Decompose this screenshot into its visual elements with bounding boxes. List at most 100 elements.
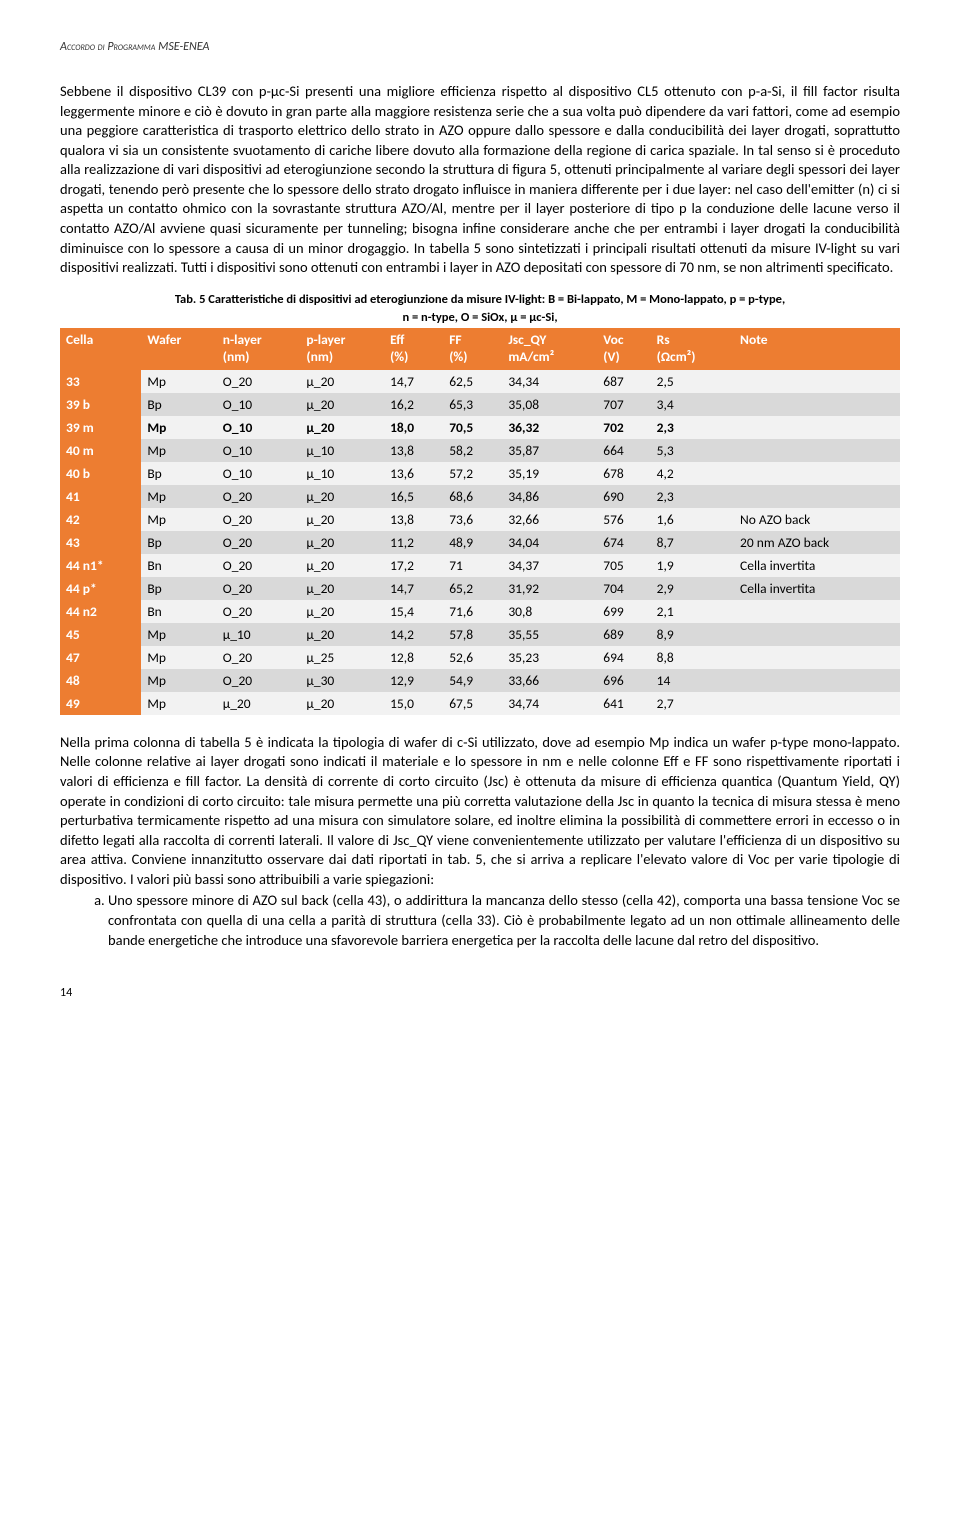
table-cell: 689 xyxy=(597,623,650,646)
table-cell: μ_20 xyxy=(300,577,384,600)
table-row: 44 p*BpO_20μ_2014,765,231,927042,9Cella … xyxy=(60,577,900,600)
table-column-header: Note xyxy=(734,328,900,370)
table-cell xyxy=(734,623,900,646)
table-cell: 1,6 xyxy=(651,508,734,531)
table-cell: 704 xyxy=(597,577,650,600)
table-cell: 65,3 xyxy=(443,393,502,416)
table-cell: 674 xyxy=(597,531,650,554)
table-cell xyxy=(734,692,900,715)
table-cell: Bp xyxy=(141,462,216,485)
table-cell: O_10 xyxy=(217,439,301,462)
table-cell: 690 xyxy=(597,485,650,508)
table-cell: Mp xyxy=(141,669,216,692)
page-header: Accordo di Programma MSE-ENEA xyxy=(60,40,900,54)
table-row: 47MpO_20μ_2512,852,635,236948,8 xyxy=(60,646,900,669)
list-item-a: Uno spessore minore di AZO sul back (cel… xyxy=(108,891,900,950)
table-cell: 34,37 xyxy=(502,554,597,577)
table-cell: 65,2 xyxy=(443,577,502,600)
table-cell: O_10 xyxy=(217,393,301,416)
table-column-header: FF(%) xyxy=(443,328,502,370)
table-cell: 44 n2 xyxy=(60,600,141,623)
table-cell: 4,2 xyxy=(651,462,734,485)
table-row: 40 bBpO_10μ_1013,657,235,196784,2 xyxy=(60,462,900,485)
table-row: 43BpO_20μ_2011,248,934,046748,720 nm AZO… xyxy=(60,531,900,554)
table-cell: 35,23 xyxy=(502,646,597,669)
table-cell xyxy=(734,669,900,692)
table-cell: 57,8 xyxy=(443,623,502,646)
table-cell xyxy=(734,393,900,416)
table-cell: 31,92 xyxy=(502,577,597,600)
table-cell: O_20 xyxy=(217,554,301,577)
table-cell: Mp xyxy=(141,623,216,646)
table-cell: 48 xyxy=(60,669,141,692)
table-cell: μ_20 xyxy=(300,508,384,531)
table-cell: 35,19 xyxy=(502,462,597,485)
table-cell: 13,8 xyxy=(384,439,443,462)
table-column-header: Eff(%) xyxy=(384,328,443,370)
table-cell: 40 m xyxy=(60,439,141,462)
table-cell xyxy=(734,600,900,623)
table-cell: O_20 xyxy=(217,508,301,531)
table-cell: O_20 xyxy=(217,646,301,669)
table-row: 44 n1*BnO_20μ_2017,27134,377051,9Cella i… xyxy=(60,554,900,577)
table-cell: 12,9 xyxy=(384,669,443,692)
table-cell: μ_20 xyxy=(300,416,384,439)
table-cell: 68,6 xyxy=(443,485,502,508)
table-column-header: Rs(Ωcm²) xyxy=(651,328,734,370)
table-cell: 5,3 xyxy=(651,439,734,462)
table-cell: 16,5 xyxy=(384,485,443,508)
table-cell: 2,1 xyxy=(651,600,734,623)
table-cell xyxy=(734,485,900,508)
table-row: 39 mMpO_10μ_2018,070,536,327022,3 xyxy=(60,416,900,439)
table-cell: μ_20 xyxy=(300,485,384,508)
table-cell: μ_20 xyxy=(300,531,384,554)
table-cell: 52,6 xyxy=(443,646,502,669)
table-cell: Cella invertita xyxy=(734,577,900,600)
table-cell: Bp xyxy=(141,393,216,416)
table-cell: μ_30 xyxy=(300,669,384,692)
table-cell: Bn xyxy=(141,554,216,577)
table-cell: 34,34 xyxy=(502,370,597,393)
table-column-header: Cella xyxy=(60,328,141,370)
table-cell xyxy=(734,416,900,439)
table-cell: O_20 xyxy=(217,577,301,600)
table-cell: 34,04 xyxy=(502,531,597,554)
table-cell: O_20 xyxy=(217,370,301,393)
table-row: 48MpO_20μ_3012,954,933,6669614 xyxy=(60,669,900,692)
table-cell: 1,9 xyxy=(651,554,734,577)
table-column-header: p-layer(nm) xyxy=(300,328,384,370)
table-column-header: n-layer(nm) xyxy=(217,328,301,370)
table-cell: Mp xyxy=(141,508,216,531)
table-cell: 43 xyxy=(60,531,141,554)
table-cell: 47 xyxy=(60,646,141,669)
table-cell: 62,5 xyxy=(443,370,502,393)
table-cell: Mp xyxy=(141,692,216,715)
table-cell: 73,6 xyxy=(443,508,502,531)
table-cell: 14 xyxy=(651,669,734,692)
table-cell: 14,2 xyxy=(384,623,443,646)
table-cell: μ_20 xyxy=(300,393,384,416)
table-cell xyxy=(734,646,900,669)
table-row: 49Mpμ_20μ_2015,067,534,746412,7 xyxy=(60,692,900,715)
table-row: 40 mMpO_10μ_1013,858,235,876645,3 xyxy=(60,439,900,462)
table-cell: 15,0 xyxy=(384,692,443,715)
table-row: 42MpO_20μ_2013,873,632,665761,6No AZO ba… xyxy=(60,508,900,531)
table-cell: 45 xyxy=(60,623,141,646)
table-cell: Bp xyxy=(141,531,216,554)
table-cell: 32,66 xyxy=(502,508,597,531)
table-cell: Cella invertita xyxy=(734,554,900,577)
table-cell xyxy=(734,439,900,462)
table-cell: 8,7 xyxy=(651,531,734,554)
table-cell: 49 xyxy=(60,692,141,715)
table-cell: 33,66 xyxy=(502,669,597,692)
table-cell: O_10 xyxy=(217,462,301,485)
table-cell: μ_25 xyxy=(300,646,384,669)
table-cell: 35,87 xyxy=(502,439,597,462)
table-cell: 40 b xyxy=(60,462,141,485)
table-cell: 71,6 xyxy=(443,600,502,623)
table-cell: Bn xyxy=(141,600,216,623)
table-cell: 33 xyxy=(60,370,141,393)
table-cell: μ_10 xyxy=(217,623,301,646)
table-cell: 678 xyxy=(597,462,650,485)
table-cell: Bp xyxy=(141,577,216,600)
